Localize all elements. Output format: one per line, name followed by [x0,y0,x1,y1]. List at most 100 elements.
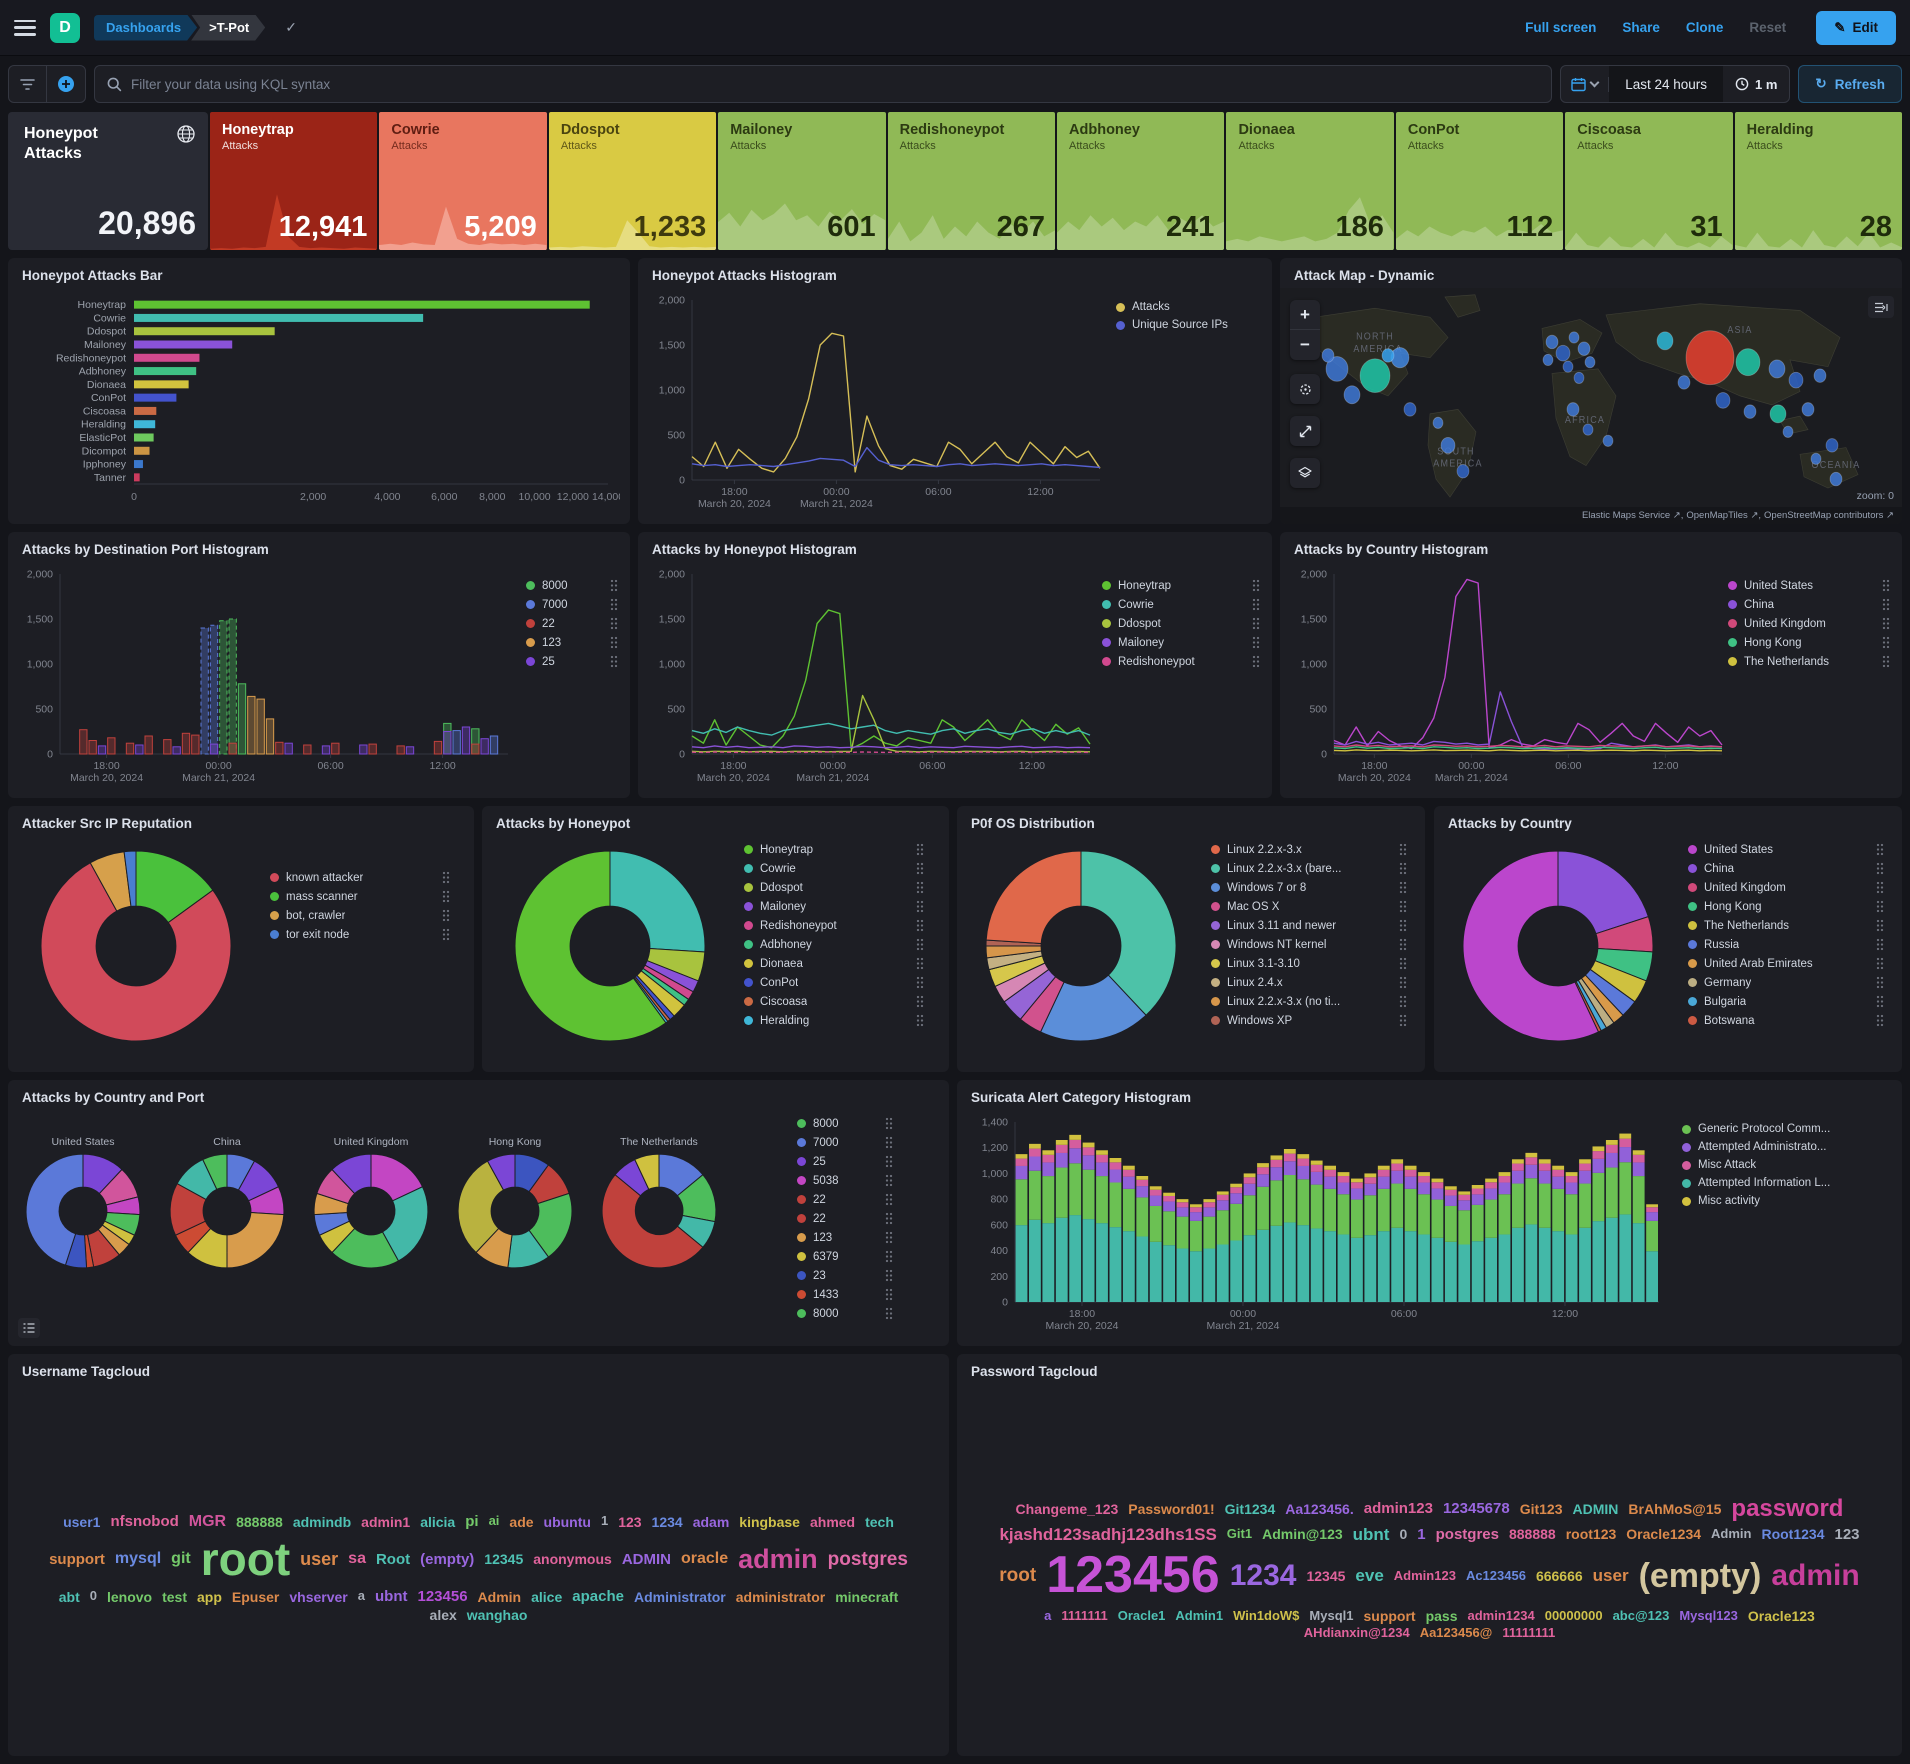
metric-tile-redishoneypot[interactable]: Redishoneypot Attacks 267 [887,112,1056,250]
tagcloud-word[interactable]: (empty) [1638,1556,1762,1595]
tagcloud-word[interactable]: Win1doW$ [1233,1607,1300,1623]
kebab-menu-icon[interactable] [916,938,924,951]
legend-item[interactable]: Honeytrap [744,840,924,859]
legend-item[interactable]: 123 [526,633,618,652]
tagcloud-word[interactable]: 666666 [1535,1568,1583,1584]
kebab-menu-icon[interactable] [1399,843,1407,856]
tagcloud-word[interactable]: Mysql123 [1679,1607,1738,1623]
legend-item[interactable]: Dionaea [744,954,924,973]
kebab-menu-icon[interactable] [1882,598,1890,611]
tagcloud-word[interactable]: Root [375,1550,411,1568]
kebab-menu-icon[interactable] [1252,579,1260,592]
tagcloud-word[interactable]: user [300,1549,339,1570]
kebab-menu-icon[interactable] [916,995,924,1008]
tagcloud-word[interactable]: 0 [1399,1526,1408,1543]
tagcloud-word[interactable]: alicia [420,1513,456,1530]
tagcloud-word[interactable]: 12345 [1306,1568,1346,1584]
kebab-menu-icon[interactable] [885,1307,893,1320]
metric-tile-ddospot[interactable]: Ddospot Attacks 1,233 [548,112,717,250]
kebab-menu-icon[interactable] [885,1269,893,1282]
kebab-menu-icon[interactable] [885,1250,893,1263]
kebab-menu-icon[interactable] [885,1193,893,1206]
tagcloud-word[interactable]: 888888 [236,1513,283,1530]
refresh-interval[interactable]: 1 m [1723,77,1789,92]
legend-item[interactable]: Linux 3.11 and newer [1211,916,1407,935]
legend-item[interactable]: 8000 [526,576,618,595]
legend-item[interactable]: Ddospot [744,878,924,897]
legend-item[interactable]: Redishoneypot [1102,652,1260,671]
kebab-menu-icon[interactable] [916,843,924,856]
kebab-menu-icon[interactable] [1876,995,1884,1008]
tagcloud-word[interactable]: 0 [89,1588,97,1604]
search-input[interactable] [131,76,1540,92]
kebab-menu-icon[interactable] [1876,1014,1884,1027]
filter-icon[interactable] [9,66,47,102]
legend-item[interactable]: Hong Kong [1728,633,1890,652]
legend-item[interactable]: 8000 [797,1114,893,1133]
legend-item[interactable]: Attacks [1116,298,1258,316]
legend-item[interactable]: Cowrie [1102,595,1260,614]
legend-item[interactable]: Linux 2.2.x-3.x (bare... [1211,859,1407,878]
expand-icon[interactable] [1290,416,1320,446]
tagcloud-word[interactable]: 1111111 [1061,1607,1108,1623]
tagcloud-word[interactable]: abt [58,1588,80,1605]
layers-icon[interactable] [1290,458,1320,488]
metric-tile-adbhoney[interactable]: Adbhoney Attacks 241 [1057,112,1225,250]
kebab-menu-icon[interactable] [442,890,450,903]
kebab-menu-icon[interactable] [1876,938,1884,951]
legend-item[interactable]: United States [1728,576,1890,595]
tagcloud-word[interactable]: 11111111 [1502,1625,1556,1641]
legend-item[interactable]: Honeytrap [1102,576,1260,595]
zoom-in-button[interactable]: + [1290,300,1320,330]
edit-button[interactable]: ✎ Edit [1816,10,1896,45]
breadcrumb-item[interactable]: >T-Pot [191,15,265,41]
legend-item[interactable]: bot, crawler [270,906,450,925]
country-port-donut[interactable]: China [166,1136,288,1277]
tagcloud-word[interactable]: Epuser [231,1588,280,1605]
kebab-menu-icon[interactable] [1882,636,1890,649]
tagcloud-word[interactable]: anonymous [533,1551,612,1568]
kebab-menu-icon[interactable] [1399,938,1407,951]
tagcloud-word[interactable]: root [200,1533,291,1586]
legend-item[interactable]: Cowrie [744,859,924,878]
tagcloud-word[interactable]: Ac123456 [1465,1567,1526,1583]
legend-item[interactable]: Attempted Information L... [1682,1174,1888,1192]
tagcloud-word[interactable]: Administrator [633,1588,726,1605]
legend-item[interactable]: 22 [797,1209,893,1228]
tagcloud-word[interactable]: ahmed [809,1513,856,1530]
tagcloud-word[interactable]: Admin123 [1393,1567,1456,1583]
tagcloud-word[interactable]: ADMIN [621,1550,671,1568]
tagcloud-word[interactable]: 123 [618,1513,642,1530]
tagcloud-word[interactable]: a [357,1588,365,1604]
tagcloud-word[interactable]: kjashd123sadhj123dhs1SS [999,1524,1217,1544]
kebab-menu-icon[interactable] [885,1174,893,1187]
tagcloud-word[interactable]: support [1363,1607,1416,1624]
tagcloud-word[interactable]: Oracle1 [1117,1607,1166,1623]
header-action-share[interactable]: Share [1622,20,1660,35]
kebab-menu-icon[interactable] [885,1117,893,1130]
tagcloud-word[interactable]: Changeme_123 [1015,1500,1119,1517]
zoom-out-button[interactable]: − [1300,335,1310,354]
tagcloud-word[interactable]: a [1044,1607,1052,1623]
kebab-menu-icon[interactable] [442,909,450,922]
refresh-button[interactable]: ↻ Refresh [1798,65,1902,103]
legend-item[interactable]: Hong Kong [1688,897,1884,916]
honeypot-donut-chart[interactable] [510,846,710,1046]
legend-item[interactable]: known attacker [270,868,450,887]
tagcloud-word[interactable]: admin1 [361,1513,411,1530]
p0f-donut-chart[interactable] [981,846,1181,1046]
legend-item[interactable]: Linux 2.2.x-3.x (no ti... [1211,992,1407,1011]
country-port-donut[interactable]: United Kingdom [310,1136,432,1277]
kebab-menu-icon[interactable] [916,862,924,875]
tagcloud-word[interactable]: postgres [827,1548,908,1570]
legend-item[interactable]: Mailoney [1102,633,1260,652]
tagcloud-word[interactable]: kingbase [739,1513,800,1530]
legend-item[interactable]: Windows 7 or 8 [1211,878,1407,897]
calendar-icon[interactable] [1561,76,1610,92]
app-logo[interactable]: D [50,12,80,43]
legend-item[interactable]: China [1728,595,1890,614]
tagcloud-word[interactable]: user1 [63,1513,101,1530]
reputation-donut-chart[interactable] [36,846,236,1046]
tagcloud-word[interactable]: admin [1771,1558,1860,1592]
